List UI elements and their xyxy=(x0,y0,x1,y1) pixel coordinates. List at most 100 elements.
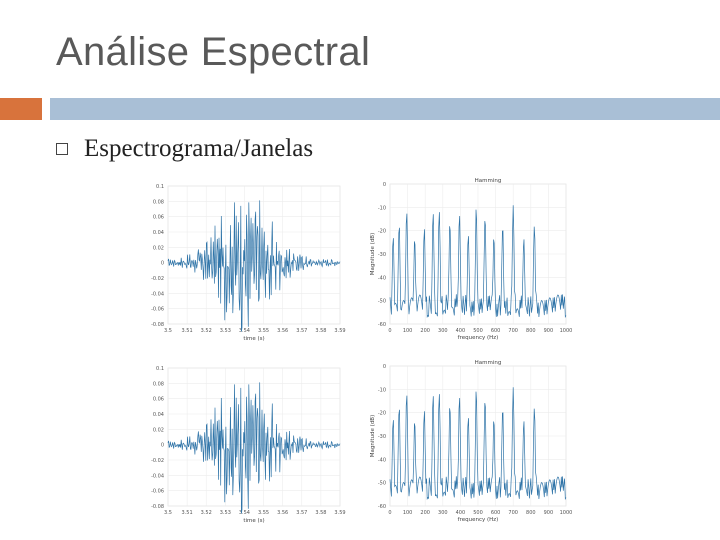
y-tick-label: -20 xyxy=(378,229,386,235)
y-tick-label: -0.06 xyxy=(151,489,164,495)
square-bullet-icon xyxy=(56,143,68,155)
x-axis-label: time (s) xyxy=(243,518,264,524)
x-tick-label: 100 xyxy=(403,328,413,334)
y-tick-label: -0.08 xyxy=(151,322,164,328)
x-tick-label: 3.53 xyxy=(220,328,231,334)
x-tick-label: 3.59 xyxy=(334,510,345,516)
y-tick-label: 0.06 xyxy=(153,397,164,403)
bullet-text: Espectrograma/Janelas xyxy=(84,135,314,162)
x-tick-label: 3.51 xyxy=(182,328,193,334)
x-tick-label: 500 xyxy=(473,510,483,516)
x-tick-label: 600 xyxy=(491,328,501,334)
y-tick-label: -30 xyxy=(378,252,386,258)
x-axis-label: frequency (Hz) xyxy=(458,517,499,523)
x-tick-label: 400 xyxy=(456,510,466,516)
x-tick-label: 300 xyxy=(438,328,448,334)
y-tick-label: -60 xyxy=(378,504,386,510)
y-tick-label: -0.02 xyxy=(151,458,164,464)
x-tick-label: 900 xyxy=(544,328,554,334)
y-tick-label: 0 xyxy=(161,443,164,449)
x-tick-label: 3.55 xyxy=(258,510,269,516)
y-tick-label: -50 xyxy=(378,299,386,305)
spectrum-line xyxy=(389,205,567,319)
x-tick-label: 3.5 xyxy=(164,328,172,334)
y-tick-label: 0.08 xyxy=(153,381,164,387)
x-tick-label: 500 xyxy=(473,328,483,334)
time-plot-bottom: 0.1 0.08 0.06 0.04 0.02 0 -0.02 -0.04 -0.06 -0.08… xyxy=(151,366,346,524)
time-plot-top: 0.1 0.08 0.06 0.04 0.02 0 -0.02 -0.04 -0.06 -0.08… xyxy=(151,184,346,342)
x-tick-label: 3.57 xyxy=(296,510,307,516)
accent-bar-orange xyxy=(0,98,42,120)
x-tick-label: 3.57 xyxy=(296,328,307,334)
x-tick-label: 200 xyxy=(420,328,430,334)
y-tick-label: -30 xyxy=(378,434,386,440)
y-tick-label: -0.02 xyxy=(151,276,164,282)
chart-title: Hamming xyxy=(475,178,502,184)
y-tick-label: 0.1 xyxy=(156,184,164,190)
x-axis-label: time (s) xyxy=(243,336,264,342)
y-tick-label: 0.1 xyxy=(156,366,164,372)
x-tick-label: 3.58 xyxy=(315,328,326,334)
x-tick-label: 3.56 xyxy=(277,510,288,516)
y-tick-label: -20 xyxy=(378,411,386,417)
y-tick-label: 0.04 xyxy=(153,230,164,236)
x-tick-label: 3.53 xyxy=(220,510,231,516)
y-tick-label: -50 xyxy=(378,481,386,487)
x-tick-label: 3.59 xyxy=(334,328,345,334)
x-tick-label: 0 xyxy=(388,328,391,334)
y-axis-label: Magnitude (dB) xyxy=(370,233,376,275)
y-tick-label: -60 xyxy=(378,322,386,328)
x-tick-label: 100 xyxy=(403,510,413,516)
x-tick-label: 300 xyxy=(438,510,448,516)
y-tick-label: -10 xyxy=(378,205,386,211)
x-tick-label: 0 xyxy=(388,510,391,516)
plot-frame xyxy=(167,185,341,325)
chart-title: Hamming xyxy=(475,360,502,366)
signal-line xyxy=(167,382,341,514)
y-tick-label: 0 xyxy=(383,182,386,188)
y-tick-label: -40 xyxy=(378,457,386,463)
x-tick-label: 3.56 xyxy=(277,328,288,334)
x-tick-label: 3.5 xyxy=(164,510,172,516)
x-tick-label: 200 xyxy=(420,510,430,516)
x-axis-label: frequency (Hz) xyxy=(458,335,499,341)
slide-title: Análise Espectral xyxy=(56,30,371,74)
y-tick-label: -0.04 xyxy=(151,473,164,479)
y-tick-label: 0.08 xyxy=(153,199,164,205)
x-tick-label: 800 xyxy=(526,510,536,516)
x-tick-label: 3.55 xyxy=(258,328,269,334)
y-tick-label: -10 xyxy=(378,387,386,393)
x-tick-label: 3.54 xyxy=(239,328,250,334)
accent-bar-blue xyxy=(50,98,720,120)
y-tick-label: -0.04 xyxy=(151,291,164,297)
x-tick-label: 600 xyxy=(491,510,501,516)
y-axis-label: Magnitude (dB) xyxy=(370,415,376,457)
spectrum-line xyxy=(389,387,567,501)
y-tick-label: 0 xyxy=(161,261,164,267)
y-tick-label: -0.06 xyxy=(151,307,164,313)
x-tick-label: 3.54 xyxy=(239,510,250,516)
x-tick-label: 3.51 xyxy=(182,510,193,516)
y-tick-label: -40 xyxy=(378,275,386,281)
y-tick-label: 0.04 xyxy=(153,412,164,418)
x-tick-label: 900 xyxy=(544,510,554,516)
y-tick-label: 0.02 xyxy=(153,245,164,251)
x-tick-label: 1000 xyxy=(560,510,573,516)
y-tick-label: 0 xyxy=(383,364,386,370)
y-tick-label: 0.02 xyxy=(153,427,164,433)
x-tick-label: 800 xyxy=(526,328,536,334)
x-tick-label: 1000 xyxy=(560,328,573,334)
plot-frame xyxy=(167,367,341,507)
x-tick-label: 3.52 xyxy=(201,328,212,334)
signal-line xyxy=(167,200,341,332)
x-tick-label: 3.58 xyxy=(315,510,326,516)
x-tick-label: 700 xyxy=(508,328,518,334)
x-tick-label: 400 xyxy=(456,328,466,334)
y-tick-label: 0.06 xyxy=(153,215,164,221)
x-tick-label: 700 xyxy=(508,510,518,516)
bullet-item: Espectrograma/Janelas xyxy=(56,135,313,163)
y-tick-label: -0.08 xyxy=(151,504,164,510)
x-tick-label: 3.52 xyxy=(201,510,212,516)
